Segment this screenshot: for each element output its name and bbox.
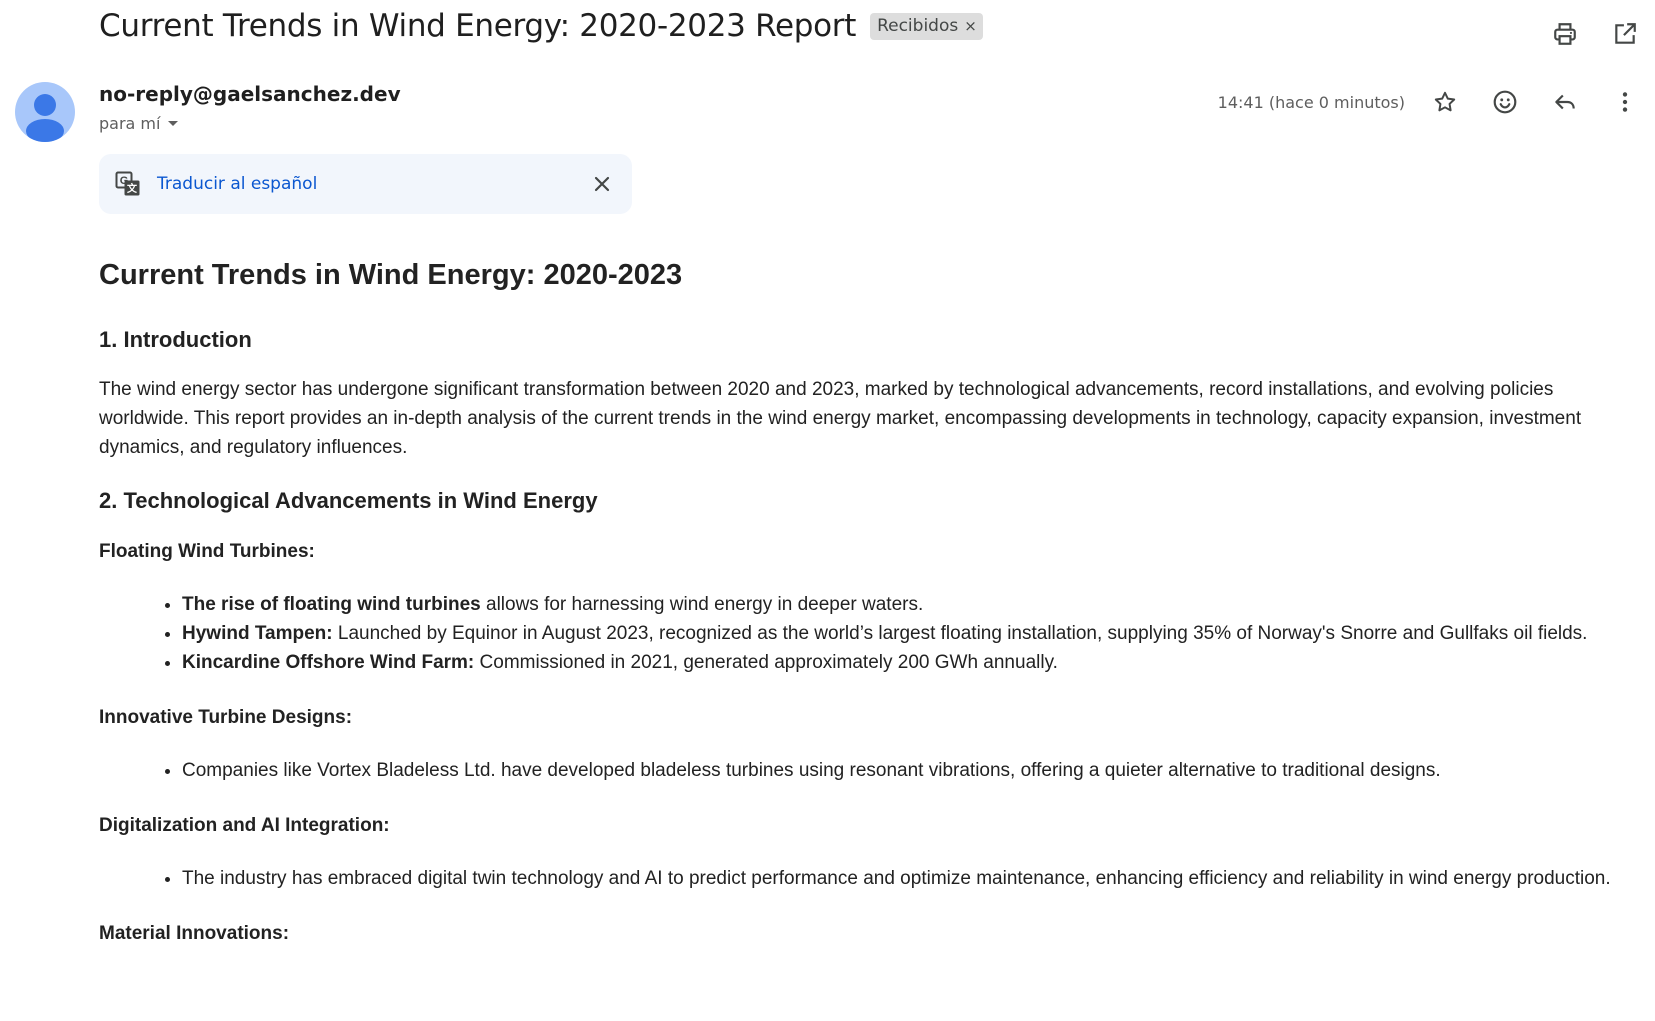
list-item-text: allows for harnessing wind energy in dee… (480, 593, 924, 615)
open-in-new-window-button[interactable] (1595, 14, 1655, 54)
email-body: Current Trends in Wind Energy: 2020-2023… (99, 258, 1639, 972)
sender-avatar[interactable] (15, 82, 75, 142)
star-button[interactable] (1415, 82, 1475, 122)
timestamp: 14:41 (hace 0 minutos) (1217, 92, 1405, 112)
list-item: The rise of floating wind turbines allow… (182, 590, 1639, 619)
close-icon (594, 176, 610, 192)
star-icon (1434, 91, 1456, 112)
add-reaction-button[interactable] (1475, 82, 1535, 122)
section-heading-introduction: 1. Introduction (99, 326, 252, 352)
translate-link[interactable]: Traducir al español (157, 174, 318, 194)
list-item-lead: The rise of floating wind turbines (182, 593, 481, 615)
recipient-label: para mí (99, 114, 161, 133)
message-actions: 14:41 (hace 0 minutos) (1218, 82, 1655, 122)
list-item: The industry has embraced digital twin t… (182, 864, 1639, 893)
show-details-caret-icon[interactable] (168, 121, 179, 126)
thread-actions (1535, 14, 1655, 54)
list-item-lead: Kincardine Offshore Wind Farm: (182, 651, 475, 673)
floating-turbines-list: The rise of floating wind turbines allow… (99, 590, 1639, 677)
close-translate-button[interactable] (592, 174, 612, 194)
list-item-text: Launched by Equinor in August 2023, reco… (332, 622, 1588, 644)
innovative-designs-list: Companies like Vortex Bladeless Ltd. hav… (99, 756, 1639, 785)
default-avatar-icon (26, 94, 64, 142)
list-item: Companies like Vortex Bladeless Ltd. hav… (182, 756, 1639, 785)
list-item-text: Commissioned in 2021, generated approxim… (474, 651, 1058, 673)
translate-bar: G 文 Traducir al español (99, 154, 632, 214)
subheading-digitalization-ai: Digitalization and AI Integration: (99, 814, 390, 836)
label-chip-inbox[interactable]: Recibidos × (870, 12, 983, 40)
remove-label-button[interactable]: × (964, 16, 977, 35)
list-item: Hywind Tampen: Launched by Equinor in Au… (182, 619, 1639, 648)
subheading-material-innovations: Material Innovations: (99, 922, 290, 944)
reply-button[interactable] (1535, 82, 1595, 122)
svg-text:文: 文 (127, 182, 138, 195)
svg-text:G: G (120, 175, 129, 187)
subheading-innovative-turbine-designs: Innovative Turbine Designs: (99, 706, 353, 728)
open-in-new-window-icon (1615, 23, 1636, 44)
print-icon (1554, 23, 1576, 45)
list-item: Kincardine Offshore Wind Farm: Commissio… (182, 648, 1639, 677)
label-chip-text: Recibidos (877, 15, 959, 36)
more-vert-icon (1622, 92, 1628, 112)
emoji-reaction-icon (1493, 90, 1517, 114)
sender-address[interactable]: no-reply@gaelsanchez.dev (99, 82, 401, 106)
section-heading-technological-advancements: 2. Technological Advancements in Wind En… (99, 488, 598, 514)
list-item-lead: Hywind Tampen: (182, 622, 333, 644)
subheading-floating-wind-turbines: Floating Wind Turbines: (99, 540, 315, 562)
email-subject: Current Trends in Wind Energy: 2020-2023… (99, 8, 857, 44)
recipient-line[interactable]: para mí (99, 114, 401, 133)
print-button[interactable] (1535, 14, 1595, 54)
reply-icon (1555, 94, 1575, 110)
more-options-button[interactable] (1595, 82, 1655, 122)
subject-row: Current Trends in Wind Energy: 2020-2023… (99, 8, 983, 44)
introduction-paragraph: The wind energy sector has undergone sig… (99, 379, 1582, 459)
translate-icon: G 文 (115, 171, 140, 196)
body-title: Current Trends in Wind Energy: 2020-2023 (99, 259, 683, 291)
sender-block: no-reply@gaelsanchez.dev para mí (99, 82, 401, 133)
digitalization-list: The industry has embraced digital twin t… (99, 864, 1639, 893)
